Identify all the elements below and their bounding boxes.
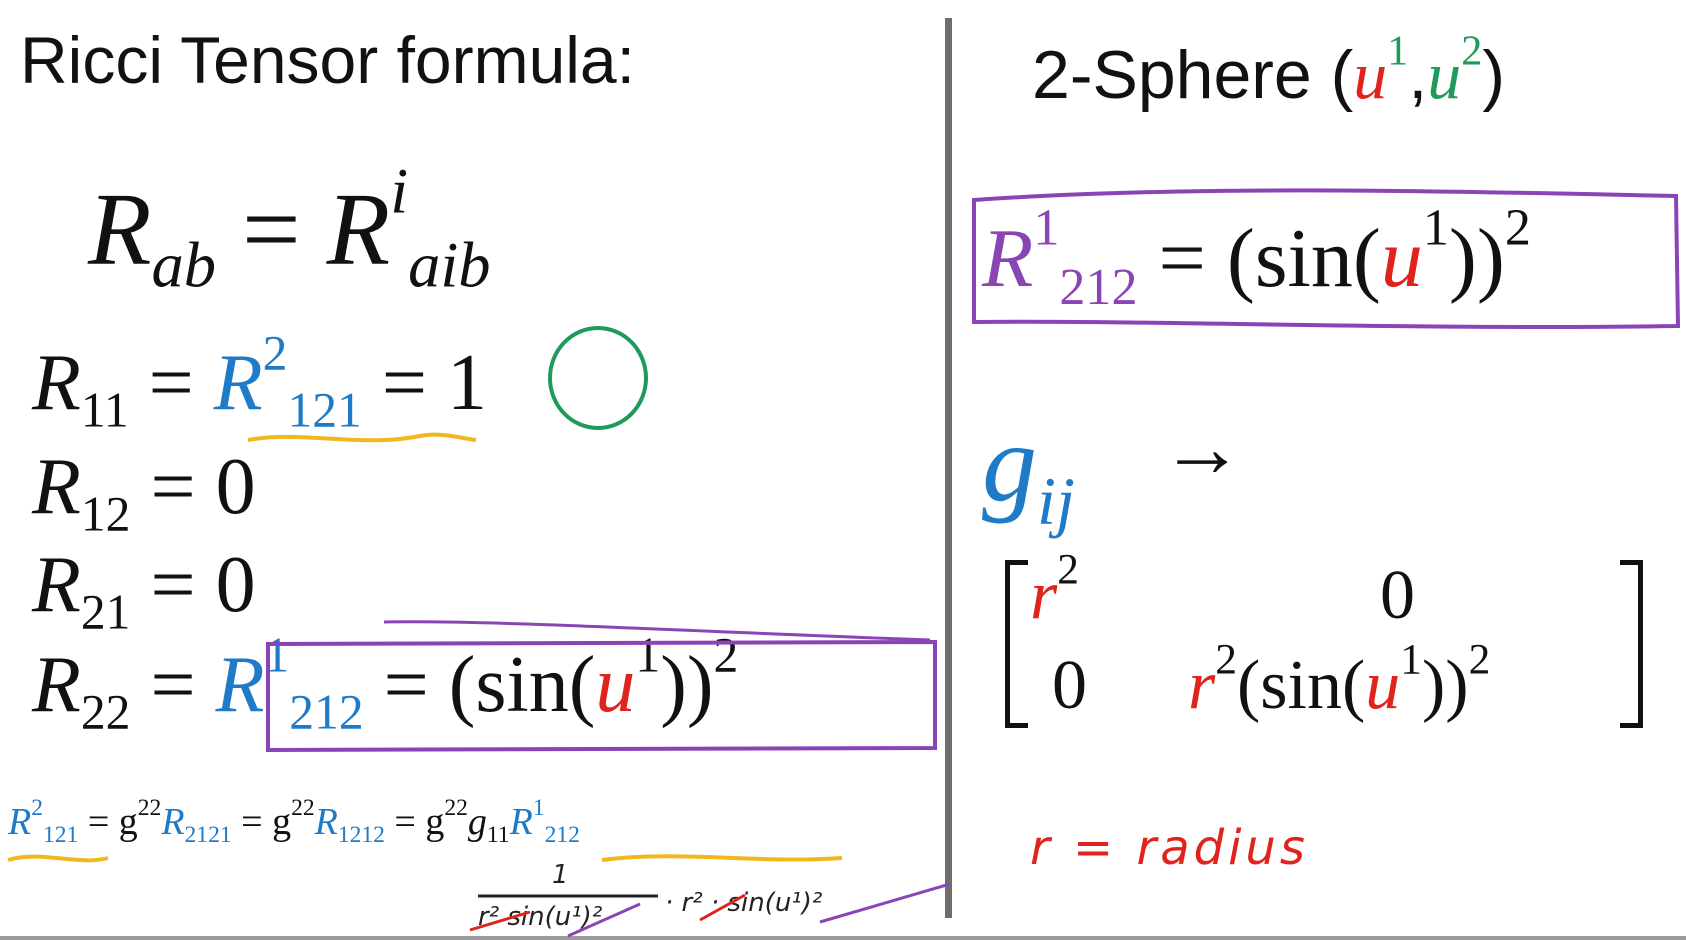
derivation-line: R2121 = g22R2121 = g22R1212 = g22g11R121… (8, 795, 580, 849)
boxed-u: u (1380, 212, 1423, 305)
boxed-pow: 2 (1504, 199, 1531, 257)
handwritten-tail: · r² · sin(u¹)² (665, 888, 823, 918)
deriv-g3: g22 (425, 795, 468, 843)
r12-value: 0 (215, 443, 256, 531)
r12-eq: = (150, 443, 196, 531)
deriv-lhs: R2121 (8, 795, 79, 849)
r11-result: 1 (446, 339, 487, 427)
deriv-g2: g22 (272, 795, 315, 843)
r-aib-sub: aib (408, 229, 491, 301)
r21-value: 0 (215, 541, 256, 629)
r-ab-sub: ab (151, 229, 216, 301)
ricci-main-formula: Rab = Riaib (88, 159, 491, 298)
r21-base: R (32, 541, 81, 629)
sphere-comma: , (1408, 37, 1428, 113)
sphere-title: 2-Sphere (u1,u2) (1032, 30, 1505, 115)
r12-sub: 12 (80, 486, 131, 542)
r22-eq2: = (383, 641, 429, 729)
r11-eq2: = (381, 339, 427, 427)
green-circle (548, 326, 648, 430)
row-r22: R22 = R1212 = (sin(u1))2 (32, 627, 738, 740)
deriv-r1: R2121 (161, 801, 232, 849)
r22-pow: 2 (713, 627, 739, 683)
matrix-a21: 0 (1052, 647, 1087, 724)
sphere-u2-sup: 2 (1461, 27, 1483, 75)
r11-sub: 11 (80, 382, 129, 438)
ricci-title: Ricci Tensor formula: (20, 23, 635, 97)
deriv-g1: g22 (118, 795, 162, 843)
r2-121-term: R2121 (213, 325, 362, 438)
bottom-border (0, 936, 1686, 940)
r-aib-base: R (326, 172, 391, 287)
sphere-title-text: 2-Sphere ( (1032, 37, 1354, 113)
metric-g: g (982, 402, 1037, 524)
sphere-close: ) (1482, 37, 1505, 113)
r22-base: R (32, 641, 81, 729)
radius-note: r = radius (1030, 820, 1309, 876)
sphere-u1-sup: 1 (1387, 27, 1409, 75)
boxed-r-term: R1212 (982, 199, 1138, 317)
deriv-r2: R1212 (314, 801, 385, 849)
r21-eq: = (150, 541, 196, 629)
deriv-g4: g11 (467, 801, 510, 849)
deriv-eq3: = (394, 801, 416, 843)
strike-purple-1 (567, 902, 641, 938)
r22-sin-open: (sin( (448, 641, 596, 729)
matrix-left-bracket (1005, 560, 1028, 728)
r11-base: R (32, 339, 81, 427)
purple-box-r22 (266, 639, 937, 753)
r22-sin-close: )) (660, 641, 714, 729)
sphere-u1: u (1353, 37, 1388, 113)
arrow-icon: → (1160, 402, 1244, 495)
sphere-boxed-formula: R1212 = (sin(u1))2 (982, 199, 1531, 317)
r21-sub: 21 (80, 584, 131, 640)
matrix-right-bracket (1620, 560, 1643, 728)
sphere-u2: u (1427, 37, 1462, 113)
handwritten-numerator: 1 (552, 860, 569, 890)
r22-u: u (595, 641, 636, 729)
matrix-a12: 0 (1380, 557, 1415, 634)
purple-box-right (972, 188, 1681, 329)
r-aib-sup: i (390, 155, 409, 227)
matrix-a22: r2(sin(u1))2 (1188, 635, 1491, 724)
row-r12: R12 = 0 (32, 442, 256, 539)
vertical-divider (945, 18, 952, 918)
strike-purple-2 (819, 882, 951, 924)
yellow-underline-deriv-right (601, 854, 843, 862)
deriv-r3: R1212 (509, 795, 580, 849)
r12-base: R (32, 443, 81, 531)
yellow-underline-r2121 (247, 432, 477, 443)
metric-sub: ij (1037, 462, 1075, 539)
deriv-eq2: = (241, 801, 263, 843)
r22-u-sup: 1 (635, 627, 661, 683)
matrix-a11: r2 (1030, 545, 1079, 634)
strike-red-1 (469, 910, 531, 932)
yellow-underline-deriv-left (7, 854, 109, 863)
boxed-open: (sin( (1226, 212, 1381, 305)
equals-sign: = (242, 172, 301, 287)
purple-line-r21 (383, 620, 931, 642)
r1-212-term: R1212 (215, 627, 364, 740)
boxed-close: )) (1448, 212, 1505, 305)
boxed-u-sup: 1 (1422, 199, 1449, 257)
r22-eq: = (150, 641, 196, 729)
r11-eq: = (148, 339, 194, 427)
boxed-eq: = (1158, 212, 1206, 305)
row-r11: R11 = R2121 = 1 (32, 325, 487, 438)
metric-label: gij (982, 400, 1075, 535)
handwritten-denominator: r² sin(u¹)² (478, 902, 603, 932)
deriv-eq1: = (87, 801, 110, 843)
r22-sub: 22 (80, 684, 131, 740)
r-ab-base: R (88, 172, 152, 287)
row-r21: R21 = 0 (32, 540, 256, 637)
strike-red-2 (699, 893, 746, 922)
